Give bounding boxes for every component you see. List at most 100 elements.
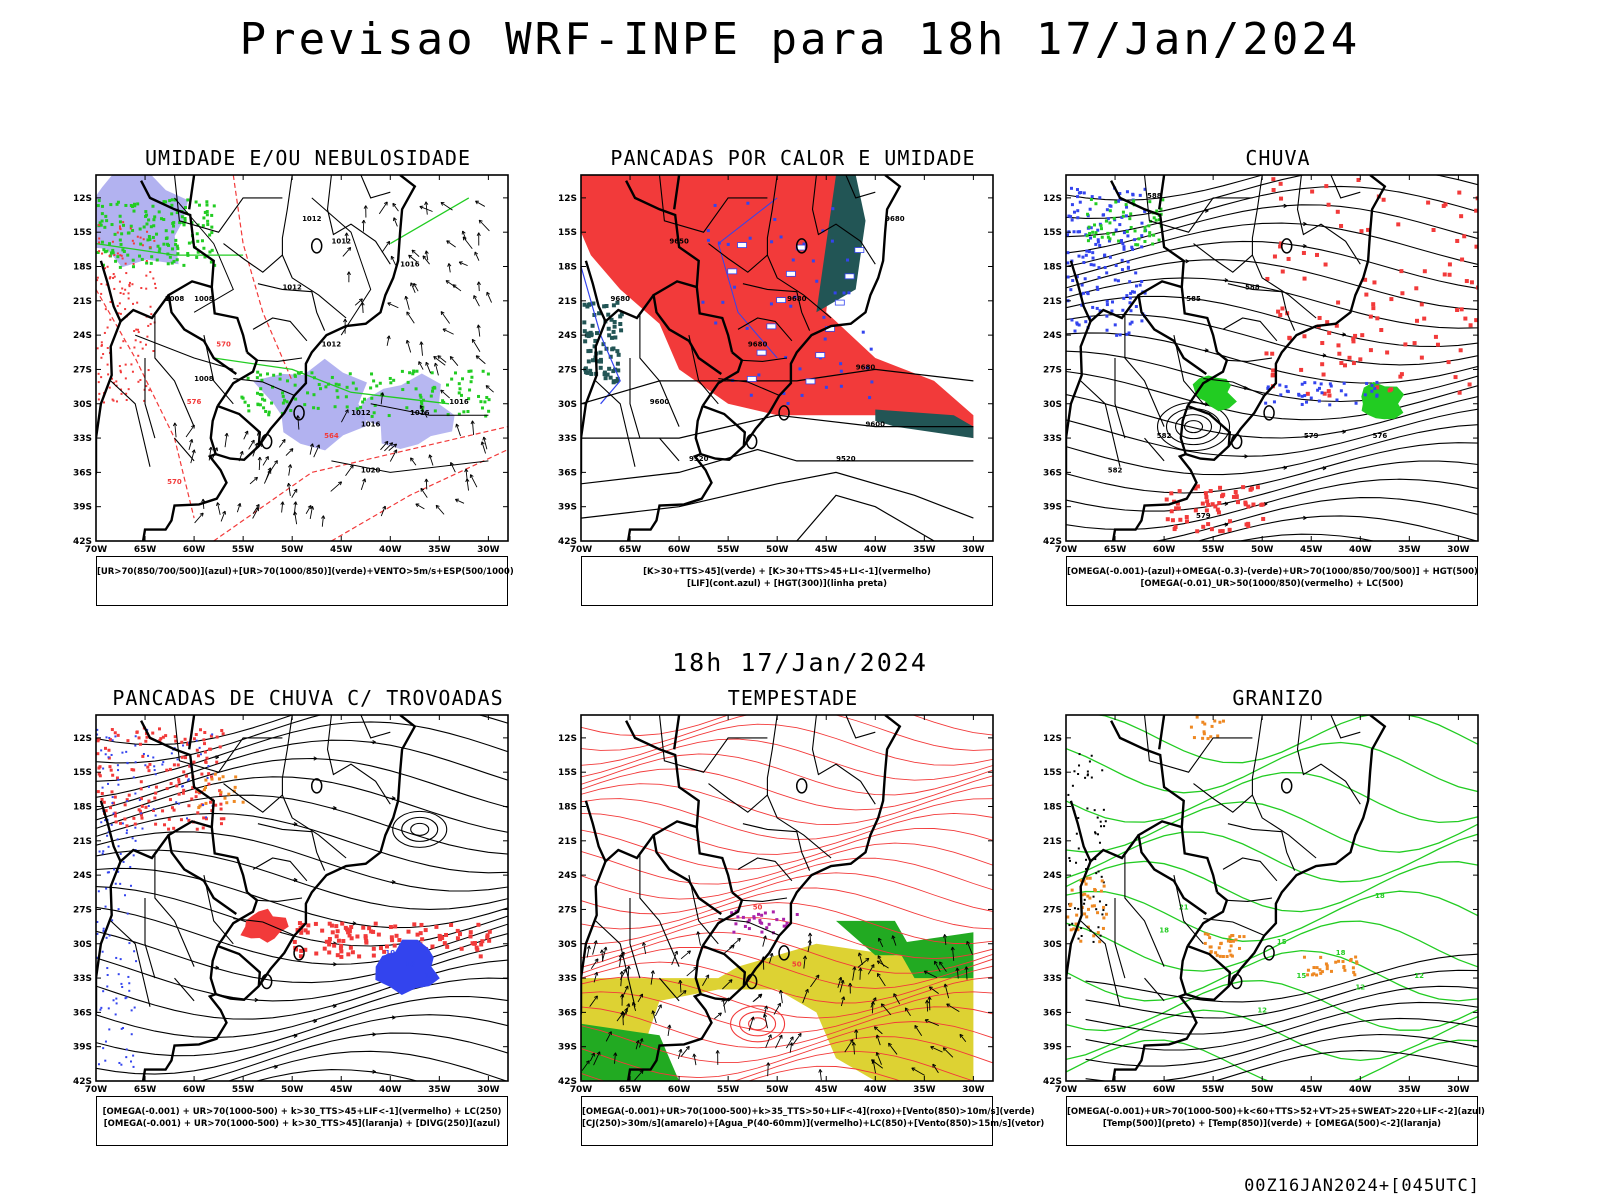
coastline xyxy=(626,175,902,541)
plot-frame xyxy=(580,174,994,542)
wind-vector xyxy=(944,934,947,946)
wind-vector xyxy=(939,961,947,972)
humidity-area-verde-dot xyxy=(432,385,436,389)
wind-vector-head xyxy=(476,281,481,286)
omega-azul-dot xyxy=(1115,333,1119,337)
omega500-laranja-dot xyxy=(1092,934,1096,938)
trovoada-vermelho-dot xyxy=(102,800,106,804)
omega500-laranja-dot xyxy=(1101,926,1105,930)
trovoada-vermelho-dot xyxy=(98,774,102,778)
temp500-preto-dot xyxy=(1099,820,1102,823)
humidity-area-verde-dot xyxy=(260,378,264,382)
lif-blue-contour-dot xyxy=(749,393,753,397)
wind-vector xyxy=(388,443,397,451)
convection-area-verde-dot xyxy=(615,349,620,354)
wind-vector xyxy=(780,990,783,1004)
humidity-area-verde-dot xyxy=(155,232,159,236)
trovoada-vermelho-dot xyxy=(218,789,222,793)
wind-vector-head xyxy=(762,935,767,940)
omega-ur-vermelho-dot xyxy=(1389,387,1394,392)
temp500-preto-dot xyxy=(1094,858,1097,861)
wind-vector-head xyxy=(838,976,843,981)
humidity-area-azul xyxy=(353,373,455,449)
stream-arrow-head xyxy=(333,712,336,714)
omega500-laranja-dot xyxy=(1084,882,1088,886)
state-border xyxy=(1114,898,1126,979)
trovoada-vermelho-dot xyxy=(215,735,219,739)
humidity-area-verde-dot xyxy=(270,385,274,389)
omega-azul-dot xyxy=(1094,242,1098,246)
wind-vector xyxy=(810,974,820,988)
humidity-area-verde-dot xyxy=(485,395,489,399)
convection-area-verde-dot xyxy=(612,319,617,324)
trovoada-vermelho-dot xyxy=(207,772,211,776)
humidity-area-verde-dot xyxy=(196,239,200,243)
trovoada-vermelho-dot xyxy=(182,770,186,774)
humidity-area-verde-dot xyxy=(400,369,404,373)
state-border xyxy=(1173,874,1204,945)
omega-ur-vermelho-dot xyxy=(1459,214,1464,219)
omega-ur-vermelho-dot xyxy=(1221,492,1226,497)
streamline xyxy=(227,1050,508,1081)
legend-granizo: [OMEGA(-0.001)+UR>70(1000-500)+k<60+TTS>… xyxy=(1066,1096,1485,1146)
omega-azul-dot xyxy=(1091,305,1095,309)
stream-arrow-head xyxy=(1224,278,1229,283)
streamline xyxy=(96,757,508,811)
trovoada-vermelho-dot xyxy=(161,735,165,739)
tempestade-roxo-dot xyxy=(732,930,736,934)
wind-vector xyxy=(654,1004,662,1017)
temp500-preto-dot xyxy=(1100,875,1103,878)
humidity-area-verde-dot xyxy=(208,233,212,237)
thickness-dense-red-dot xyxy=(153,239,156,242)
convection-area-verde-dot xyxy=(606,326,611,331)
divg-azul-dot xyxy=(132,1065,135,1068)
trovoada-vermelho-dot xyxy=(192,737,196,741)
omega-verde-dot xyxy=(1143,240,1147,244)
omega500-laranja-dot xyxy=(1209,735,1213,739)
wind-vector-head xyxy=(594,995,598,1000)
wind-vector xyxy=(411,249,420,257)
omega-ur-vermelho-dot xyxy=(1326,389,1331,394)
temp500-preto-dot xyxy=(1098,900,1101,903)
thickness-dense-red-dot xyxy=(137,354,140,357)
contour-label: 1016 xyxy=(400,261,420,269)
lat-tick-label: 21S xyxy=(558,837,577,847)
trovoada-vermelho-dot xyxy=(455,928,460,933)
divg-azul-dot xyxy=(119,958,122,961)
trovoada-vermelho-dot xyxy=(167,817,171,821)
state-border xyxy=(326,175,391,265)
wind-vector-head xyxy=(904,1007,909,1012)
trovoada-laranja-dot xyxy=(203,786,207,790)
divg-azul-dot xyxy=(129,884,132,887)
wind-vector xyxy=(485,385,494,393)
omega-ur-vermelho-dot xyxy=(1177,489,1182,494)
trovoada-vermelho-dot xyxy=(200,772,204,776)
state-border xyxy=(688,874,719,945)
wind-vector-head xyxy=(471,338,476,343)
lon-tick-label: 40W xyxy=(379,1085,402,1095)
state-border xyxy=(718,378,781,397)
wind-vector-head xyxy=(475,355,480,360)
omega-ur-vermelho-dot xyxy=(1435,342,1440,347)
wind-vector-head xyxy=(425,361,430,366)
humidity-area-verde-dot xyxy=(147,234,151,238)
wind-vector-head xyxy=(470,420,475,425)
trovoada-vermelho-dot xyxy=(355,934,360,939)
wind-vector xyxy=(406,340,412,353)
streamline xyxy=(96,794,508,855)
thickness-contour xyxy=(213,426,508,541)
wind-vector-head xyxy=(950,946,955,951)
omega-ur-vermelho-dot xyxy=(1458,348,1463,353)
divg-azul-dot xyxy=(170,752,173,755)
omega-verde-dot xyxy=(1128,217,1132,221)
wind-vector-head xyxy=(876,973,881,977)
divg-azul-dot xyxy=(121,985,124,988)
wind-vector xyxy=(440,389,450,399)
omega-ur-vermelho-dot xyxy=(1371,306,1376,311)
trovoada-vermelho-dot xyxy=(338,946,343,951)
omega500-laranja-dot xyxy=(1189,725,1193,729)
trovoada-vermelho-dot xyxy=(341,938,346,943)
humidity-area-verde-dot xyxy=(466,410,470,414)
trovoada-vermelho-dot xyxy=(140,804,144,808)
wind-vector-head xyxy=(449,462,454,466)
